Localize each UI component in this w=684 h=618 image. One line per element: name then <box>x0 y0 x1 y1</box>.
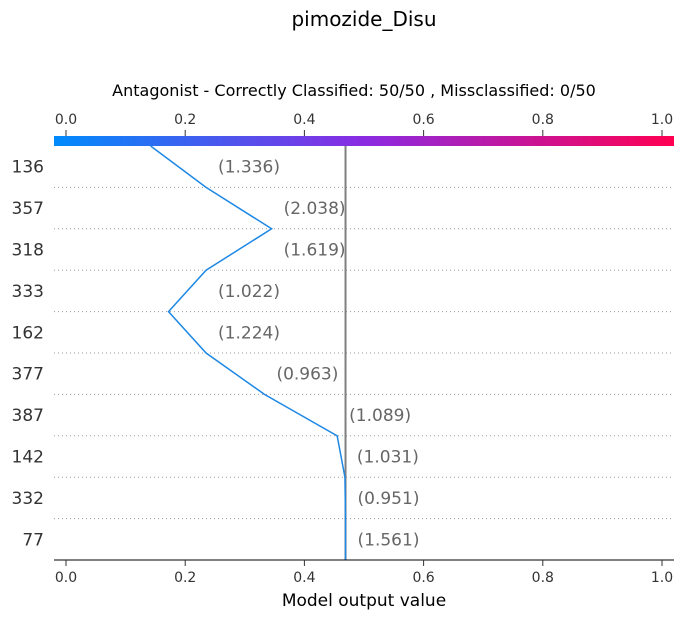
x-axis-label: Model output value <box>282 591 446 611</box>
feature-value-label: (0.963) <box>276 365 338 385</box>
feature-value-label: (2.038) <box>284 199 346 219</box>
feature-label: 318 <box>12 241 44 261</box>
bottom-tick-label: 0.8 <box>532 570 554 586</box>
chart-subtitle: Antagonist - Correctly Classified: 50/50… <box>112 81 596 100</box>
chart-title: pimozide_Disu <box>291 7 436 31</box>
feature-label: 142 <box>12 448 44 468</box>
feature-label: 387 <box>12 406 44 426</box>
top-tick-label: 0.8 <box>532 112 554 128</box>
colorbar <box>54 136 674 146</box>
feature-label: 332 <box>12 489 44 509</box>
bottom-tick-label: 1.0 <box>651 570 673 586</box>
feature-value-label: (1.224) <box>218 323 280 343</box>
row-gridlines <box>54 186 674 520</box>
feature-label: 162 <box>12 323 44 343</box>
feature-label: 377 <box>12 365 44 385</box>
bottom-tick-label: 0.4 <box>293 570 315 586</box>
feature-label: 357 <box>12 199 44 219</box>
bottom-tick-label: 0.2 <box>174 570 196 586</box>
feature-label: 333 <box>12 282 44 302</box>
bottom-tick-label: 0.6 <box>412 570 434 586</box>
bottom-axis-ticks: 0.0 0.2 0.4 0.6 0.8 1.0 <box>55 560 673 586</box>
bottom-tick-label: 0.0 <box>55 570 77 586</box>
feature-labels: 136 357 318 333 162 377 387 142 332 77 <box>12 158 44 551</box>
feature-value-label: (1.619) <box>284 241 346 261</box>
feature-value-label: (1.031) <box>357 448 419 468</box>
feature-value-label: (1.561) <box>358 530 420 550</box>
feature-value-label: (1.089) <box>349 406 411 426</box>
feature-value-label: (1.336) <box>218 158 280 178</box>
top-tick-label: 1.0 <box>651 112 673 128</box>
feature-value-labels: (1.336) (2.038) (1.619) (1.022) (1.224) (0.96… <box>218 158 419 551</box>
decision-path-line <box>150 145 347 560</box>
top-tick-label: 0.6 <box>412 112 434 128</box>
feature-value-label: (0.951) <box>358 489 420 509</box>
top-tick-label: 0.4 <box>293 112 315 128</box>
feature-label: 136 <box>12 158 44 178</box>
feature-label: 77 <box>22 530 44 550</box>
feature-value-label: (1.022) <box>218 282 280 302</box>
top-tick-label: 0.2 <box>174 112 196 128</box>
top-tick-label: 0.0 <box>55 112 77 128</box>
top-axis-ticks: 0.0 0.2 0.4 0.6 0.8 1.0 <box>55 112 673 136</box>
